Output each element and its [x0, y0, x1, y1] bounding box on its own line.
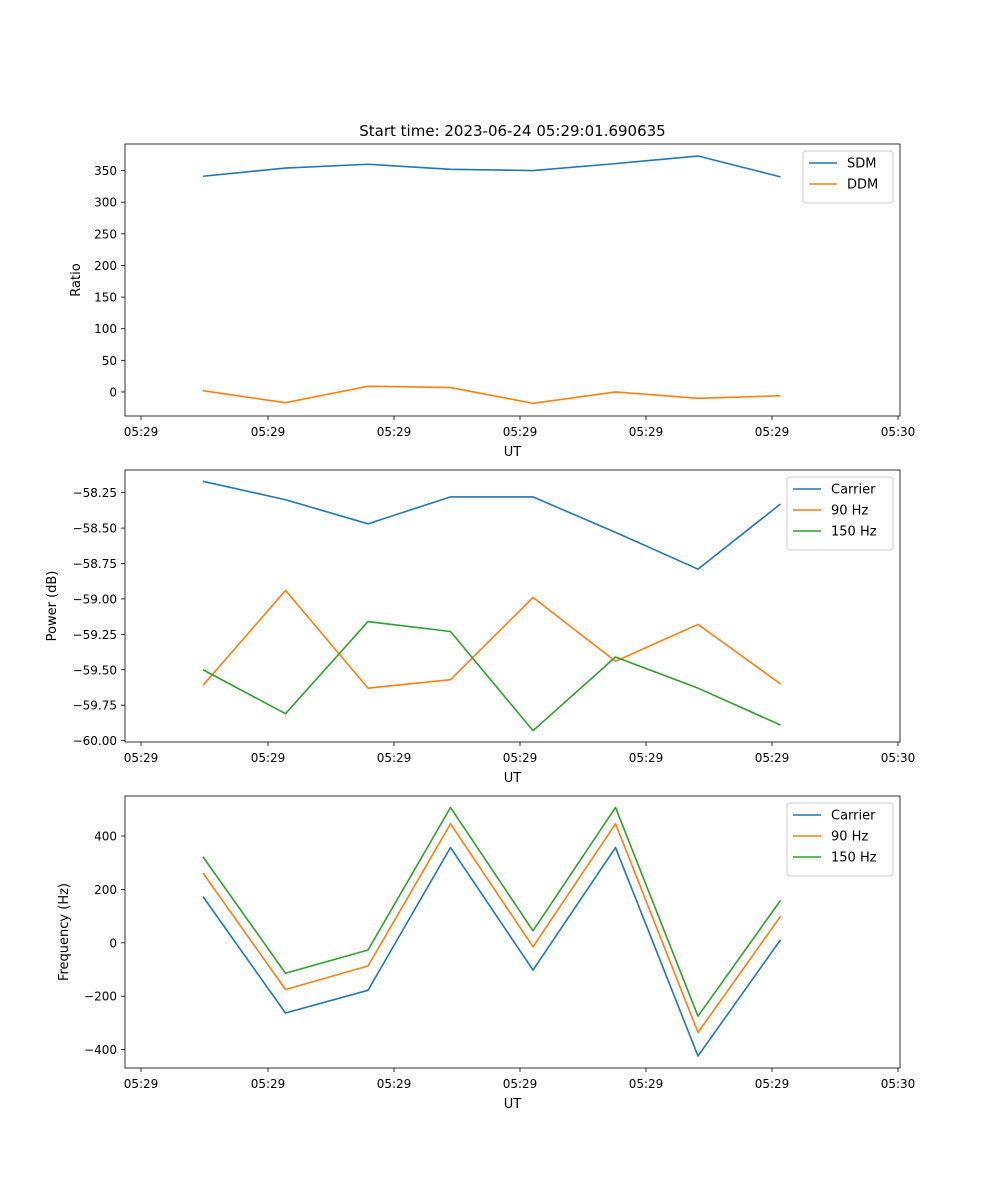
y-tick-label: 250	[94, 227, 117, 241]
series-line-sdm	[202, 155, 781, 178]
subplot-2: 05:29 05:29 05:29 05:29 05:29 05:29 05:30 UT −60…	[45, 469, 916, 786]
y-axis-label: Frequency (Hz)	[57, 883, 72, 981]
y-tick-label: −59.50	[73, 663, 117, 677]
subplot-1: 05:29 05:29 05:29 05:29 05:29 05:29 05:30 UT 0 50…	[69, 143, 916, 460]
y-tick-label: 400	[94, 830, 117, 844]
x-tick-label: 05:29	[124, 1077, 159, 1091]
x-tick-label: 05:29	[503, 1077, 538, 1091]
y-tick-label: 300	[94, 196, 117, 210]
legend: Carrier 90 Hz 150 Hz	[786, 476, 894, 551]
y-axis-label: Ratio	[69, 263, 84, 296]
y-tick-label: −59.75	[73, 699, 117, 713]
legend-label-sdm: SDM	[847, 157, 876, 172]
y-tick-label: 200	[94, 883, 117, 897]
series-line-150-hz	[202, 620, 781, 732]
y-tick-label: 150	[94, 291, 117, 305]
x-tick-label: 05:29	[503, 751, 538, 765]
axes-frame	[124, 795, 901, 1069]
x-tick-label: 05:30	[881, 425, 916, 439]
x-tick-label: 05:29	[377, 425, 412, 439]
x-tick-label: 05:29	[124, 425, 159, 439]
subplot-3: 05:29 05:29 05:29 05:29 05:29 05:29 05:30 UT −40…	[57, 795, 916, 1112]
legend-label-150-hz: 150 Hz	[831, 851, 877, 866]
legend-label-150-hz: 150 Hz	[831, 525, 877, 540]
y-axis-label: Power (dB)	[45, 571, 60, 642]
legend: Carrier 90 Hz 150 Hz	[786, 802, 894, 877]
x-tick-label: 05:29	[251, 751, 286, 765]
y-tick-label: 200	[94, 259, 117, 273]
y-tick-label: −60.00	[73, 734, 117, 748]
series-line-150-hz	[202, 806, 782, 1018]
y-tick-label: 350	[94, 164, 117, 178]
x-tick-label: 05:29	[755, 425, 790, 439]
legend-frame	[802, 150, 894, 204]
series-line-90-hz	[202, 822, 782, 1034]
y-tick-label: −59.25	[73, 628, 117, 642]
x-tick-label: 05:30	[881, 751, 916, 765]
y-tick-label: −59.00	[73, 592, 117, 606]
x-axis-label: UT	[504, 445, 522, 460]
x-tick-label: 05:29	[629, 1077, 664, 1091]
x-tick-label: 05:29	[124, 751, 159, 765]
y-tick-label: 0	[109, 385, 117, 399]
x-tick-label: 05:29	[377, 1077, 412, 1091]
legend-label-90-hz: 90 Hz	[831, 830, 868, 845]
axes-frame	[124, 469, 901, 743]
figure-title: Start time: 2023-06-24 05:29:01.690635	[359, 122, 665, 140]
x-tick-label: 05:29	[503, 425, 538, 439]
series-line-carrier	[202, 846, 782, 1057]
y-tick-label: 0	[109, 936, 117, 950]
axes-frame	[124, 143, 901, 417]
legend-label-carrier: Carrier	[831, 483, 876, 498]
series-line-carrier	[202, 480, 781, 570]
x-tick-label: 05:29	[251, 425, 286, 439]
legend-label-ddm: DDM	[847, 178, 878, 193]
series-line-ddm	[202, 385, 781, 405]
x-axis-label: UT	[504, 771, 522, 786]
x-tick-label: 05:29	[377, 751, 412, 765]
series-line-90-hz	[202, 589, 781, 689]
legend-label-90-hz: 90 Hz	[831, 504, 868, 519]
y-tick-label: −58.50	[73, 522, 117, 536]
x-tick-label: 05:29	[755, 1077, 790, 1091]
y-tick-label: −58.25	[73, 486, 117, 500]
y-tick-label: −400	[84, 1043, 117, 1057]
y-tick-label: −200	[84, 990, 117, 1004]
y-tick-label: 100	[94, 322, 117, 336]
x-tick-label: 05:30	[881, 1077, 916, 1091]
x-tick-label: 05:29	[755, 751, 790, 765]
y-tick-label: 50	[102, 354, 117, 368]
legend-label-carrier: Carrier	[831, 809, 876, 824]
legend: SDM DDM	[802, 150, 894, 204]
y-tick-label: −58.75	[73, 557, 117, 571]
x-tick-label: 05:29	[629, 751, 664, 765]
x-tick-label: 05:29	[251, 1077, 286, 1091]
x-tick-label: 05:29	[629, 425, 664, 439]
x-axis-label: UT	[504, 1097, 522, 1112]
